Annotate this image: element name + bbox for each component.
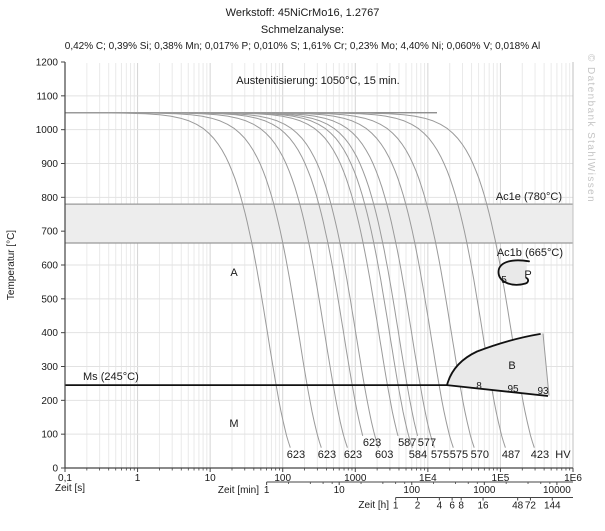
x-tick-label-seconds: 1E5 (492, 473, 510, 484)
x-tick-label-hours: 4 (437, 501, 443, 512)
bainite-region-right-edge (542, 333, 550, 396)
y-tick-label: 100 (41, 430, 58, 441)
hardness-value: 584 (409, 449, 427, 461)
y-tick-label: 700 (41, 227, 58, 238)
austenite-label: A (230, 267, 238, 279)
pearlite-label: P (524, 269, 531, 281)
x-tick-label-seconds: 0,1 (58, 473, 72, 484)
bainite-start-boundary (446, 333, 541, 386)
cooling-curve (65, 112, 399, 437)
bainite-label: B (508, 360, 515, 372)
x-tick-label-seconds: 1000 (344, 473, 367, 484)
hardness-value: 575 (450, 449, 468, 461)
y-tick-label: 500 (41, 294, 58, 305)
x-tick-label-hours: 72 (525, 501, 537, 512)
x-tick-label-seconds: 100 (274, 473, 291, 484)
bainite-region-fill (447, 333, 549, 396)
x-tick-label-seconds: 10 (205, 473, 217, 484)
ac1e-line-label: Ac1e (780°C) (496, 191, 562, 203)
material-title: Werkstoff: 45NiCrMo16, 1.2767 (225, 7, 380, 19)
y-tick-label: 1200 (36, 58, 59, 69)
y-tick-label: 1100 (36, 91, 58, 102)
x-tick-label-hours: 16 (477, 501, 489, 512)
x-tick-label-seconds: 1E4 (419, 473, 437, 484)
x-tick-label-minutes: 100 (403, 485, 420, 496)
x-tick-label-minutes: 1000 (473, 485, 496, 496)
melt-analysis-heading: Schmelzanalyse: (260, 24, 345, 36)
cooling-curve (65, 112, 364, 437)
bainite-fraction-value-2: 95 (507, 384, 519, 395)
y-tick-label: 600 (41, 261, 58, 272)
hardness-value: 623 (318, 449, 336, 461)
ac1b-line-label: Ac1b (665°C) (497, 247, 563, 259)
chemical-composition: 0,42% C; 0,39% Si; 0,38% Mn; 0,017% P; 0… (64, 41, 541, 52)
y-tick-label: 300 (41, 362, 58, 373)
grid-layer (65, 63, 573, 468)
martensite-label: M (229, 418, 238, 430)
x-tick-label-hours: 144 (544, 501, 561, 512)
hardness-value: 577 (418, 437, 436, 449)
y-axis-title: Temperatur [°C] (6, 230, 17, 300)
hardness-value: 487 (502, 449, 520, 461)
bainite-fraction-value-1: 8 (476, 381, 482, 392)
hardness-value: 570 (471, 449, 489, 461)
hardness-value: 623 (363, 437, 381, 449)
x-tick-label-hours: 1 (393, 501, 399, 512)
hardness-value: 575 (431, 449, 449, 461)
y-tick-label: 1000 (36, 125, 59, 136)
hardness-value: 603 (375, 449, 393, 461)
hardness-value: 623 (344, 449, 362, 461)
x-tick-label-minutes: 10 (334, 485, 346, 496)
watermark: © Datenbank StahlWissen (585, 54, 596, 203)
pearlite-start-boundary (497, 259, 530, 286)
x-tick-label-minutes: 10000 (543, 485, 571, 496)
hardness-value: 587 (398, 437, 416, 449)
x-tick-label-seconds: 1E6 (564, 473, 582, 484)
y-tick-label: 0 (52, 464, 58, 475)
x-axis-title-seconds: Zeit [s] (55, 483, 85, 494)
x-axis-title-minutes: Zeit [min] (218, 485, 259, 496)
austenitization-annotation: Austenitisierung: 1050°C, 15 min. (236, 75, 399, 87)
pearlite-fraction-value: 5 (501, 275, 507, 286)
ms-line-label: Ms (245°C) (83, 371, 139, 383)
y-tick-label: 200 (41, 396, 58, 407)
y-tick-label: 800 (41, 193, 58, 204)
x-axis-title-hours: Zeit [h] (358, 500, 389, 511)
x-tick-label-minutes: 1 (264, 485, 270, 496)
y-tick-label: 900 (41, 159, 58, 170)
hardness-value: 623 (287, 449, 305, 461)
hardness-value: 423 (531, 449, 549, 461)
x-tick-label-hours: 8 (458, 501, 464, 512)
x-tick-label-hours: 6 (449, 501, 455, 512)
x-tick-label-hours: 2 (415, 501, 421, 512)
x-tick-label-hours: 48 (512, 501, 524, 512)
bainite-fraction-value-3: 93 (537, 386, 549, 397)
hardness-unit: HV (555, 449, 571, 461)
x-tick-label-seconds: 1 (135, 473, 141, 484)
y-tick-label: 400 (41, 328, 58, 339)
bainite-region (446, 333, 550, 396)
axes-layer: 0100200300400500600700800900100011001200… (36, 58, 583, 512)
pearlite-region-fill (499, 260, 527, 284)
cooling-curve (65, 112, 419, 437)
pearlite-region (497, 259, 530, 286)
ac-band (65, 204, 573, 244)
ms-line (65, 384, 549, 397)
chart-header: Werkstoff: 45NiCrMo16, 1.2767 Schmelzana… (0, 7, 605, 52)
